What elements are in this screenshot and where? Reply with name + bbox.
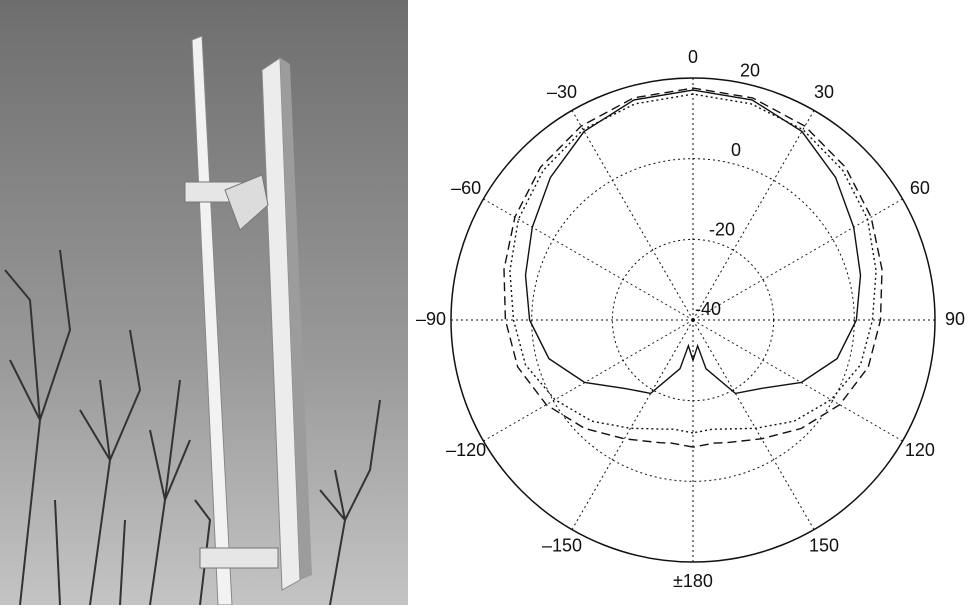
grid-spoke: [571, 319, 694, 530]
pattern-curve: [509, 93, 877, 434]
theta-tick-label: 0: [688, 47, 698, 67]
grid-spoke: [692, 110, 815, 321]
theta-tick-label: 30: [814, 82, 834, 102]
pattern-curve: [524, 89, 862, 395]
theta-tick-label: 150: [809, 536, 839, 556]
r-tick-label: -20: [709, 219, 735, 239]
grid-spoke: [483, 198, 694, 321]
theta-tick-label: 120: [905, 440, 935, 460]
theta-tick-label: –30: [547, 82, 577, 102]
r-tick-label: 20: [740, 60, 760, 80]
theta-tick-label: ±180: [673, 571, 713, 591]
grid-spoke: [483, 319, 694, 442]
theta-tick-label: –90: [416, 309, 446, 329]
pattern-curve: [503, 87, 883, 448]
theta-tick-label: –60: [451, 178, 481, 198]
antenna-photo: [0, 0, 408, 606]
theta-tick-label: 60: [910, 178, 930, 198]
r-tick-label: 0: [731, 140, 741, 160]
plot-background: [420, 0, 975, 605]
theta-tick-label: –150: [542, 536, 582, 556]
theta-tick-label: –120: [446, 440, 486, 460]
grid-spoke: [692, 319, 815, 530]
grid-spoke: [571, 110, 694, 321]
grid-spoke: [692, 319, 903, 442]
r-tick-label: -40: [695, 299, 721, 319]
theta-tick-label: 90: [945, 309, 965, 329]
